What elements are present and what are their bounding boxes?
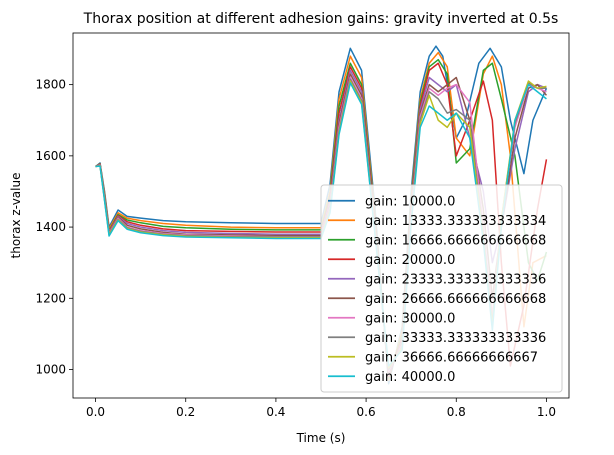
- legend-label: gain: 23333.333333333336: [365, 272, 546, 287]
- legend-label: gain: 20000.0: [365, 253, 455, 268]
- y-axis-label: thorax z-value: [9, 173, 23, 259]
- legend-label: gain: 40000.0: [365, 370, 455, 385]
- legend-label: gain: 26666.666666666668: [365, 292, 546, 307]
- legend-label: gain: 30000.0: [365, 311, 455, 326]
- x-tick-label: 1.0: [537, 405, 556, 419]
- legend-label: gain: 10000.0: [365, 194, 455, 209]
- legend: gain: 10000.0 gain: 13333.333333333334 gai…: [320, 184, 563, 393]
- legend-label: gain: 16666.666666666668: [365, 233, 546, 248]
- y-tick-label: 1200: [35, 291, 66, 305]
- x-axis-label: Time (s): [296, 431, 346, 445]
- legend-box: [320, 184, 563, 393]
- chart-title: Thorax position at different adhesion ga…: [83, 11, 559, 27]
- x-tick-label: 0.0: [86, 405, 105, 419]
- x-tick-label: 0.6: [357, 405, 376, 419]
- x-tick-label: 0.2: [176, 405, 195, 419]
- x-tick-label: 0.4: [266, 405, 285, 419]
- plot-frame: [72, 32, 570, 399]
- x-axis: 0.0 0.2 0.4 0.6 0.8 1.0: [86, 398, 556, 419]
- y-tick-label: 1000: [35, 363, 66, 377]
- x-tick-label: 0.8: [447, 405, 466, 419]
- y-tick-label: 1800: [35, 78, 66, 92]
- y-tick-label: 1400: [35, 220, 66, 234]
- legend-label: gain: 36666.66666666667: [365, 350, 538, 365]
- y-tick-label: 1600: [35, 149, 66, 163]
- legend-label: gain: 13333.333333333334: [365, 214, 546, 229]
- legend-label: gain: 33333.333333333336: [365, 331, 546, 346]
- y-axis: 1000 1200 1400 1600 1800: [35, 78, 73, 377]
